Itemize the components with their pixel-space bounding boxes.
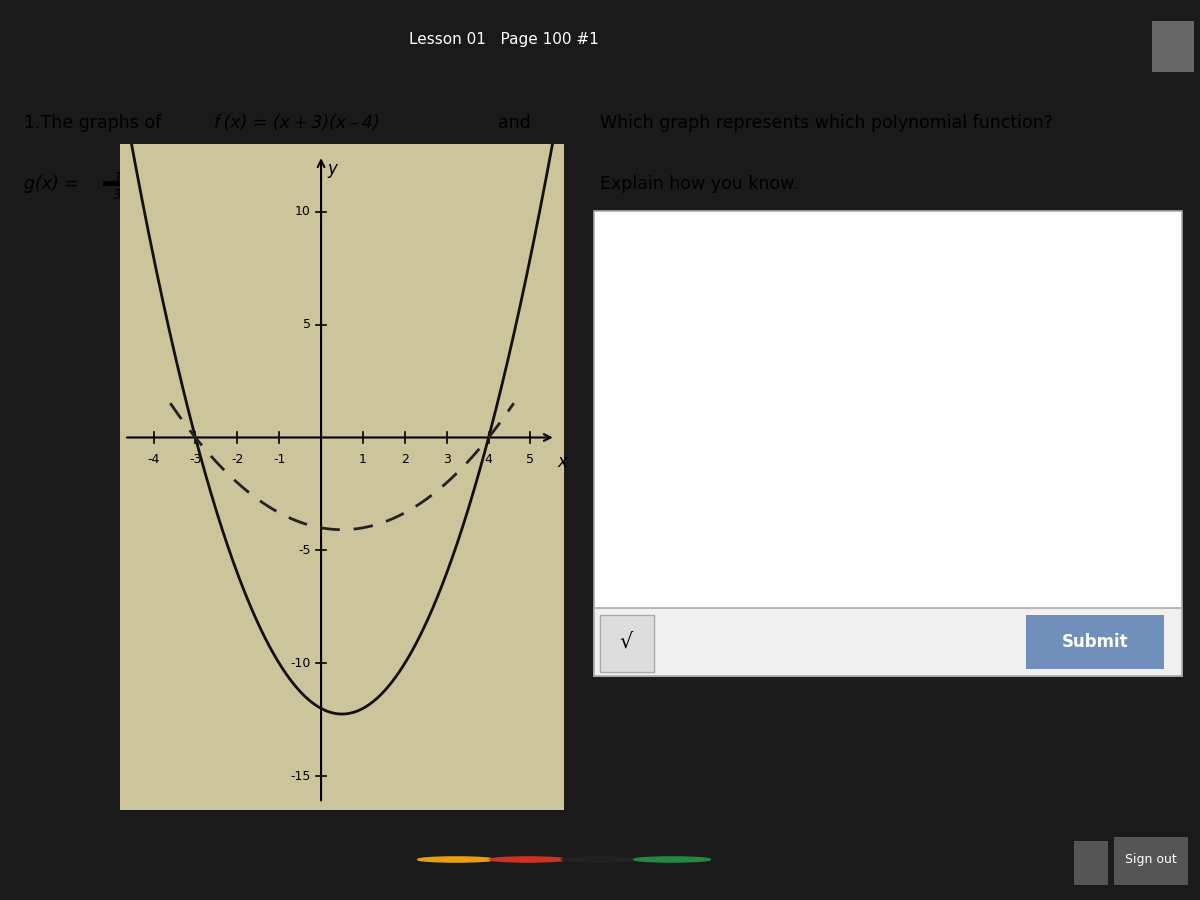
Circle shape — [562, 857, 638, 862]
Text: are shown here.: are shown here. — [342, 175, 482, 193]
Circle shape — [418, 857, 494, 862]
Text: Explain how you know.: Explain how you know. — [600, 175, 798, 193]
Text: 1.The graphs of: 1.The graphs of — [24, 114, 161, 132]
Bar — [600, 615, 654, 672]
Text: -3: -3 — [190, 454, 202, 466]
Text: 4: 4 — [485, 454, 492, 466]
Text: -5: -5 — [298, 544, 311, 557]
Text: 1: 1 — [359, 454, 367, 466]
Bar — [1114, 837, 1188, 886]
Text: 5: 5 — [527, 454, 534, 466]
Text: Submit: Submit — [1062, 633, 1128, 651]
Circle shape — [634, 857, 710, 862]
Text: f (x) = (x + 3)(x – 4): f (x) = (x + 3)(x – 4) — [214, 114, 379, 132]
Text: Sign out: Sign out — [1124, 853, 1177, 866]
Text: -1: -1 — [272, 454, 286, 466]
Text: y: y — [328, 160, 337, 178]
Text: √: √ — [619, 632, 634, 652]
Text: -4: -4 — [148, 454, 160, 466]
Text: 3: 3 — [113, 188, 122, 202]
Text: Which graph represents which polynomial function?: Which graph represents which polynomial … — [600, 114, 1052, 132]
Circle shape — [490, 857, 566, 862]
Text: -2: -2 — [232, 454, 244, 466]
Bar — [1074, 841, 1108, 886]
Text: (x + 3)(x – 4): (x + 3)(x – 4) — [138, 175, 245, 193]
Text: g(x) =: g(x) = — [24, 175, 79, 193]
Bar — [103, 181, 134, 186]
Text: 1: 1 — [113, 172, 122, 185]
Text: -15: -15 — [290, 770, 311, 783]
Bar — [594, 608, 1182, 676]
Text: 2: 2 — [401, 454, 409, 466]
Text: x: x — [557, 454, 566, 472]
Text: and: and — [498, 114, 530, 132]
Text: 5: 5 — [302, 318, 311, 331]
Text: -10: -10 — [290, 657, 311, 670]
Text: 3: 3 — [443, 454, 451, 466]
Text: Lesson 01   Page 100 #1: Lesson 01 Page 100 #1 — [409, 32, 599, 47]
Bar — [1026, 615, 1164, 669]
Text: 10: 10 — [295, 205, 311, 218]
Bar — [594, 211, 1182, 676]
Bar — [1152, 21, 1194, 73]
